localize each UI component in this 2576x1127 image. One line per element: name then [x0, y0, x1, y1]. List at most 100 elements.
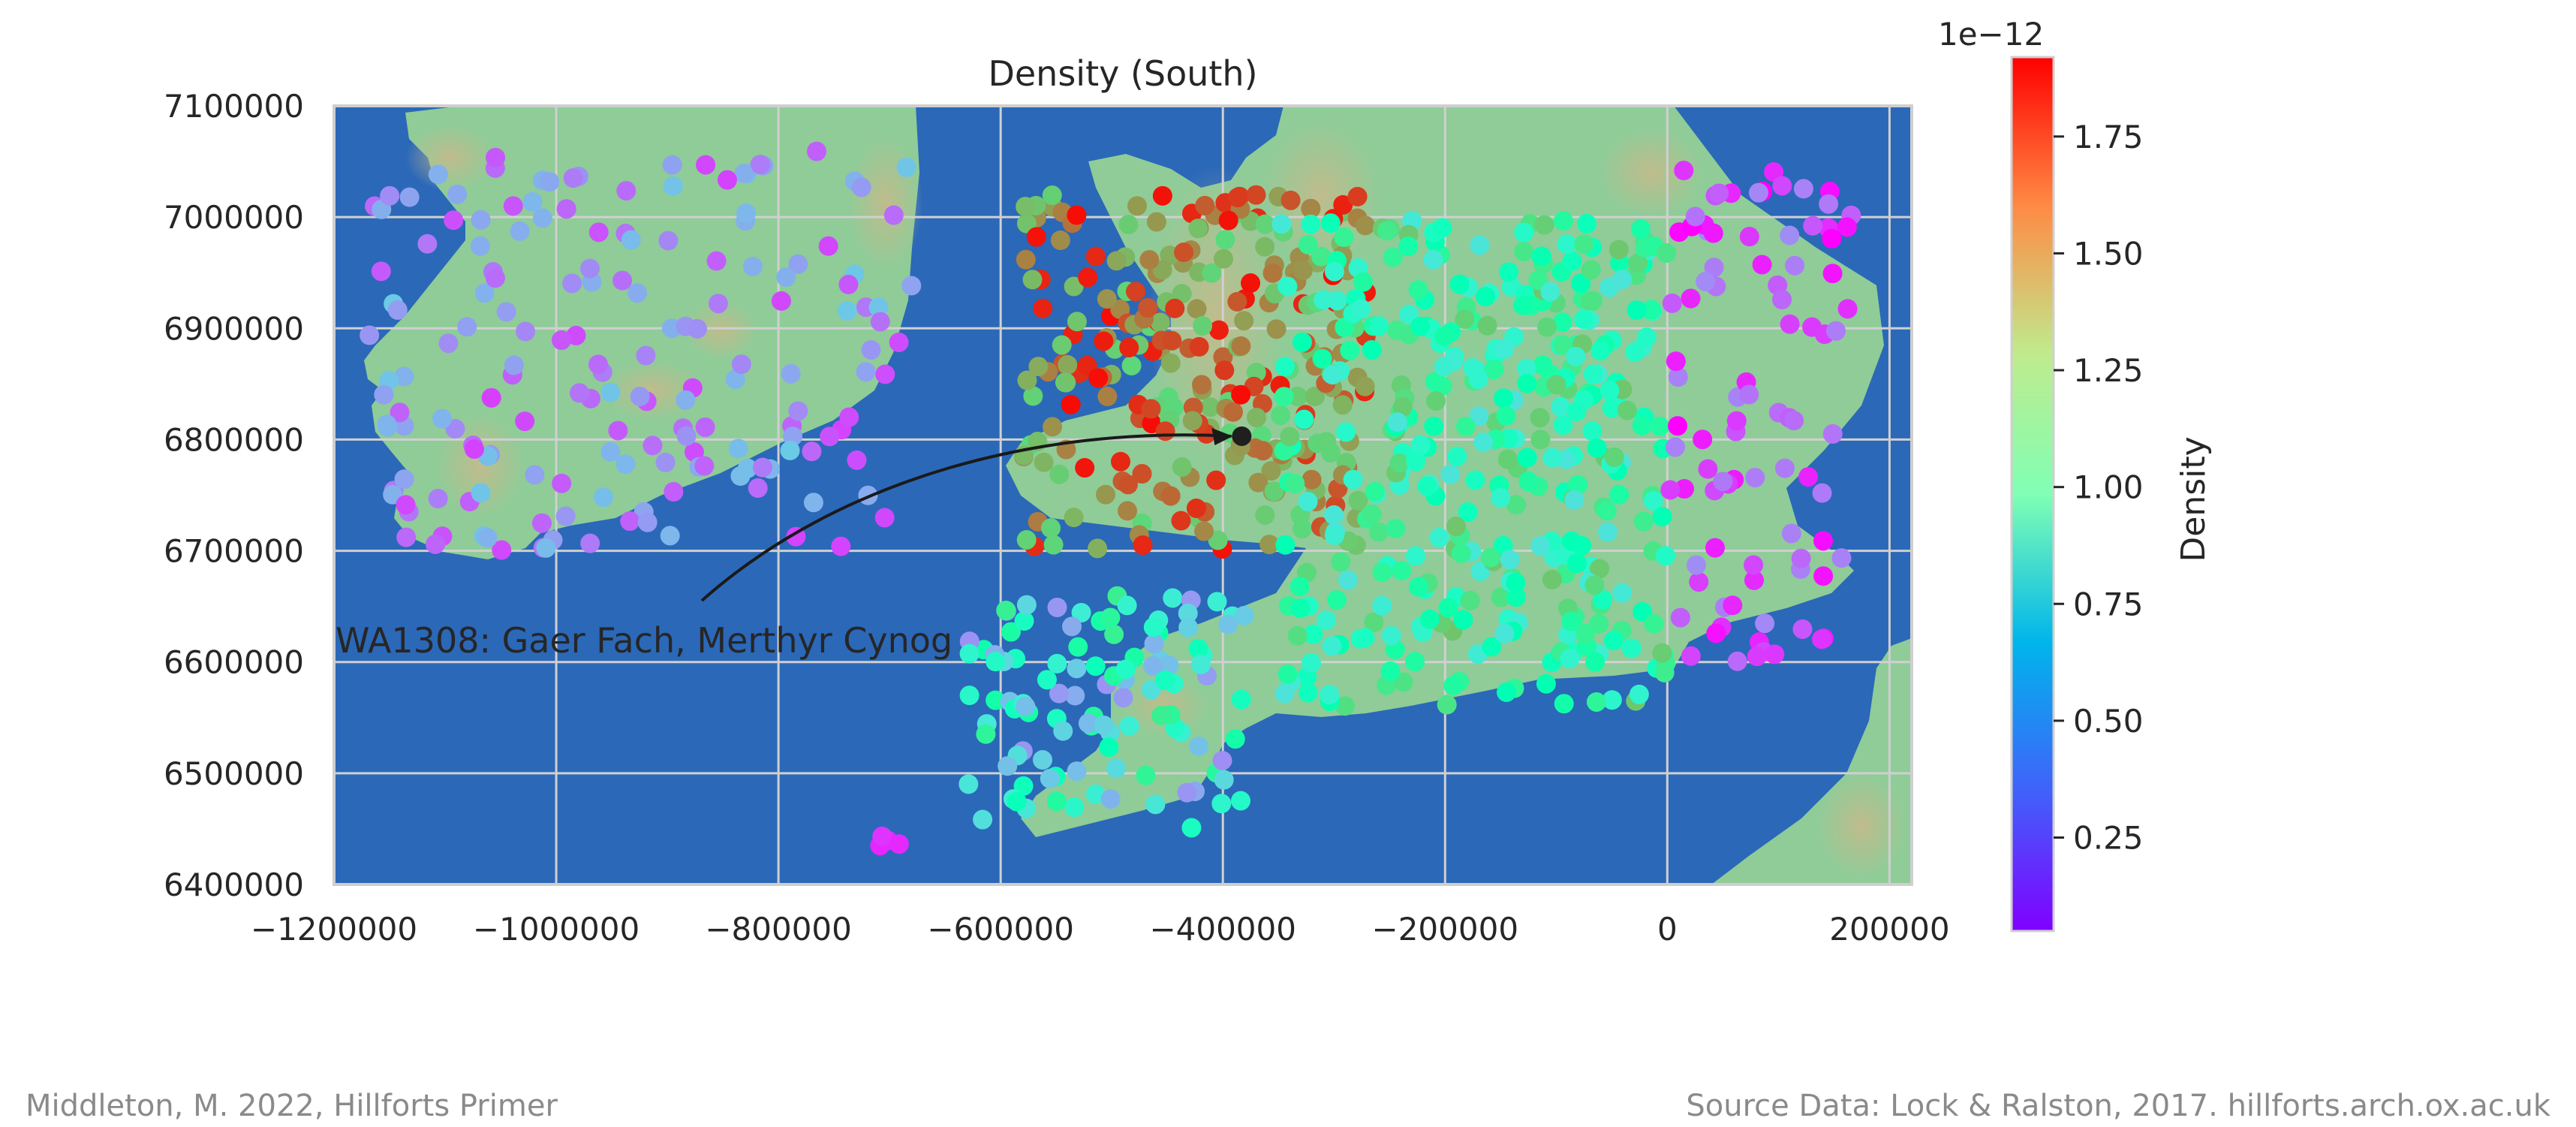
hillfort-point: [1324, 525, 1344, 545]
hillfort-point: [1726, 411, 1747, 431]
hillfort-point: [1046, 791, 1067, 812]
hillfort-point: [1798, 467, 1819, 487]
colorbar-tick-label: 1.25: [2073, 352, 2144, 389]
hillfort-point: [896, 157, 916, 177]
hillfort-point: [1744, 555, 1764, 575]
hillfort-point: [1023, 386, 1043, 406]
hillfort-point: [1097, 289, 1117, 309]
hillfort-point: [1047, 653, 1067, 673]
hillfort-point: [1612, 583, 1633, 603]
hillfort-point: [552, 473, 572, 493]
hillfort-point: [1432, 218, 1452, 238]
hillfort-point: [1078, 267, 1098, 288]
hillfort-point: [1583, 364, 1603, 384]
hillfort-point: [1138, 297, 1158, 318]
hillfort-point: [1685, 206, 1705, 227]
hillfort-point: [1049, 683, 1069, 704]
hillfort-point: [1111, 451, 1131, 472]
hillfort-point: [1599, 381, 1620, 401]
hillfort-point: [620, 511, 640, 532]
hillfort-point: [1811, 629, 1831, 649]
hillfort-point: [1477, 315, 1497, 336]
hillfort-point: [1709, 183, 1729, 203]
hillfort-point: [522, 191, 543, 212]
hillfort-point: [1822, 264, 1843, 284]
hillfort-point: [1132, 464, 1152, 484]
hillfort-point: [1212, 750, 1232, 770]
hillfort-point: [1208, 530, 1228, 550]
hillfort-point: [510, 221, 530, 241]
hillfort-point: [1566, 553, 1587, 574]
hillfort-point: [474, 283, 495, 303]
hillfort-point: [496, 302, 516, 322]
hillfort-point: [1119, 716, 1139, 736]
y-tick-label: 6600000: [164, 644, 304, 681]
hillfort-point: [1755, 613, 1775, 634]
colorbar-tick-label: 0.50: [2073, 703, 2144, 740]
hillfort-point: [1408, 577, 1428, 597]
hillfort-point: [1317, 610, 1337, 630]
hillfort-point: [600, 441, 621, 462]
hillfort-point: [1085, 784, 1106, 804]
hillfort-point: [1785, 255, 1805, 276]
hillfort-point: [1574, 234, 1594, 255]
hillfort-point: [471, 209, 491, 230]
hillfort-point: [1172, 284, 1192, 304]
hillfort-point: [1277, 664, 1298, 685]
y-tick-label: 6700000: [164, 533, 304, 570]
x-tick-label: −1000000: [473, 911, 639, 948]
hillfort-point: [655, 452, 676, 472]
hillfort-point: [1016, 595, 1037, 615]
hillfort-point: [1566, 346, 1586, 366]
hillfort-point: [838, 274, 859, 294]
hillfort-point: [1584, 575, 1605, 595]
hillfort-point: [1320, 213, 1341, 234]
hillfort-point: [1188, 639, 1208, 659]
hillfort-point: [1491, 587, 1511, 607]
hillfort-point: [1542, 569, 1562, 589]
hillfort-point: [1302, 469, 1322, 490]
hillfort-point: [492, 540, 512, 560]
hillfort-point: [660, 526, 680, 546]
hillfort-point: [734, 163, 754, 183]
hillfort-point: [1214, 360, 1235, 381]
hillfort-point: [380, 185, 400, 206]
hillfort-point: [1174, 243, 1194, 263]
hillfort-point: [736, 203, 757, 224]
hillfort-point: [1248, 472, 1268, 493]
hillfort-point: [737, 458, 757, 478]
hillfort-point: [1042, 185, 1062, 206]
hillfort-point: [1301, 198, 1321, 218]
hillfort-point: [562, 273, 582, 294]
hillfort-point: [580, 533, 600, 553]
hillfort-point: [696, 155, 716, 175]
hillfort-point: [1050, 231, 1070, 251]
hillfort-point: [1285, 474, 1305, 494]
hillfort-point: [1314, 290, 1334, 310]
colorbar-tick-label: 0.25: [2073, 820, 2144, 857]
hillfort-point: [1293, 261, 1313, 281]
annotation-arrow: [700, 433, 1232, 602]
hillfort-point: [1670, 607, 1690, 628]
hillfort-point: [803, 493, 823, 513]
hillfort-point: [1497, 449, 1518, 469]
hillfort-point: [1334, 228, 1354, 248]
hillfort-point: [1016, 197, 1036, 217]
hillfort-point: [1465, 470, 1485, 490]
hillfort-point: [425, 534, 445, 554]
hillfort-point: [1223, 402, 1243, 422]
hillfort-point: [1331, 552, 1351, 572]
hillfort-point: [959, 643, 980, 664]
hillfort-point: [532, 208, 552, 228]
hillfort-point: [870, 312, 890, 332]
hillfort-point: [1247, 408, 1267, 428]
hillfort-point: [1355, 628, 1375, 648]
hillfort-point: [1652, 643, 1672, 663]
hillfort-point: [1514, 242, 1534, 262]
hillfort-point: [1590, 341, 1611, 361]
hillfort-point: [1143, 655, 1163, 676]
hillfort-point: [1118, 475, 1138, 495]
hillfort-point: [1094, 715, 1114, 735]
hillfort-point: [1298, 683, 1318, 703]
